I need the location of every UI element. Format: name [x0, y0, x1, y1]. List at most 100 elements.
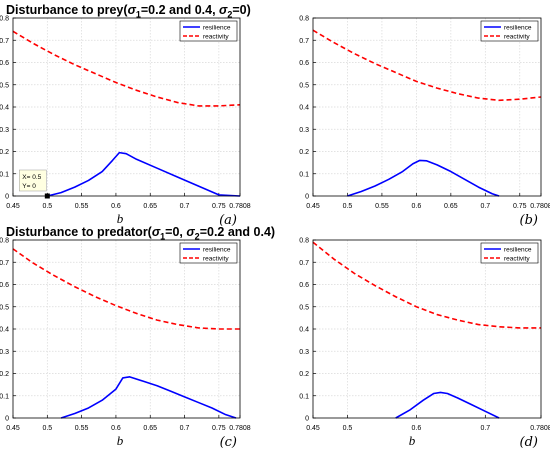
y-tick-label: 0.4 — [0, 327, 9, 334]
datatip-box — [19, 169, 47, 192]
x-tick-label: 0.5 — [42, 425, 52, 432]
y-tick-label: 0.7 — [0, 38, 9, 45]
series-line-reactivity — [312, 29, 542, 102]
legend-label-resilience: resilience — [203, 24, 231, 31]
legend-label-resilience: resilience — [203, 246, 231, 253]
datatip: X= 0.5 Y= 0 — [19, 169, 50, 199]
x-tick-label: 0.7808 — [229, 425, 251, 432]
x-tick-label: 0.5 — [343, 425, 353, 432]
y-tick-label: 0.8 — [0, 238, 9, 245]
legend-box — [480, 20, 539, 42]
y-tick-label: 0.1 — [299, 171, 309, 178]
y-tick-label: 0.1 — [0, 393, 9, 400]
y-tick-label: 0.2 — [299, 149, 309, 156]
datatip-marker — [44, 193, 50, 199]
x-tick-label: 0.75 — [212, 425, 226, 432]
legend-label-reactivity: reactivity — [504, 255, 530, 262]
series-line-resilience — [47, 151, 241, 197]
y-tick-label: 0 — [305, 416, 309, 423]
x-tick-label: 0.7 — [180, 425, 190, 432]
panel-a-heading: Disturbance to prey(σ1=0.2 and 0.4, σ2=0… — [6, 3, 251, 20]
axes-box — [12, 239, 241, 419]
x-tick-label: 0.45 — [306, 425, 320, 432]
series-line-resilience — [395, 391, 500, 419]
legend-label-reactivity: reactivity — [504, 33, 530, 40]
legend: resilience reactivity — [179, 20, 238, 42]
y-tick-label: 0.4 — [299, 327, 309, 334]
legend-box — [480, 242, 539, 264]
panel-c-heading: Disturbance to predator(σ1=0, σ2=0.2 and… — [6, 225, 276, 242]
legend-box — [179, 242, 238, 264]
y-tick-label: 0.3 — [299, 349, 309, 356]
legend-label-reactivity: reactivity — [203, 33, 229, 40]
x-tick-label: 0.65 — [444, 203, 458, 210]
y-tick-label: 0.5 — [299, 82, 309, 89]
x-tick-label: 0.65 — [143, 203, 157, 210]
series-line-resilience — [60, 376, 237, 419]
panel-c: 0 0.1 0.2 0.3 0.4 0.5 0.6 0.7 0.8 0.45 0.5 0.55 0.6 0… — [0, 238, 251, 451]
y-tick-label: 0.5 — [0, 82, 9, 89]
y-tick-label: 0.6 — [0, 282, 9, 289]
x-tick-label: 0.45 — [306, 203, 320, 210]
panel-d: 0 0.1 0.2 0.3 0.4 0.5 0.6 0.7 0.8 0.45 0.5 0.6 0.7 0.… — [299, 238, 550, 451]
x-axis-label: b — [117, 433, 124, 448]
legend: resilience reactivity — [480, 20, 539, 42]
y-tick-label: 0.7 — [299, 38, 309, 45]
panel-a: 0 0.1 0.2 0.3 0.4 0.5 0.6 0.7 0.8 0.45 0.5 0.55 0.6 0… — [0, 16, 251, 229]
x-tick-label: 0.55 — [75, 425, 89, 432]
x-tick-label: 0.55 — [375, 203, 389, 210]
y-tick-label: 0 — [5, 194, 9, 201]
x-tick-label: 0.7808 — [530, 425, 550, 432]
y-tick-label: 0.1 — [0, 171, 9, 178]
x-tick-label: 0.6 — [111, 425, 121, 432]
x-tick-label: 0.5 — [42, 203, 52, 210]
x-tick-label: 0.7 — [480, 425, 490, 432]
y-tick-label: 0.8 — [299, 16, 309, 23]
y-tick-label: 0.7 — [299, 260, 309, 267]
x-tick-label: 0.7808 — [229, 203, 251, 210]
legend-label-resilience: resilience — [504, 246, 532, 253]
datatip-text: Y= 0 — [22, 183, 36, 190]
x-tick-label: 0.45 — [6, 425, 20, 432]
y-tick-label: 0.8 — [299, 238, 309, 245]
y-tick-label: 0.3 — [0, 127, 9, 134]
y-tick-label: 0.4 — [0, 105, 9, 112]
x-tick-label: 0.6 — [111, 203, 121, 210]
y-tick-label: 0.1 — [299, 393, 309, 400]
x-tick-label: 0.45 — [6, 203, 20, 210]
y-tick-label: 0.6 — [299, 282, 309, 289]
axes-box — [12, 17, 241, 197]
y-tick-label: 0.4 — [299, 105, 309, 112]
series-line-resilience — [347, 159, 500, 197]
x-tick-label: 0.75 — [513, 203, 527, 210]
y-tick-label: 0.2 — [299, 371, 309, 378]
y-tick-label: 0.8 — [0, 16, 9, 23]
y-tick-label: 0.5 — [0, 304, 9, 311]
x-tick-label: 0.75 — [212, 203, 226, 210]
panel-label: (c) — [220, 435, 237, 450]
panel-label: (b) — [520, 213, 538, 228]
x-tick-label: 0.55 — [75, 203, 89, 210]
y-tick-label: 0.2 — [0, 371, 9, 378]
x-tick-label: 0.7 — [180, 203, 190, 210]
panel-b: 0 0.1 0.2 0.3 0.4 0.5 0.6 0.7 0.8 0.45 0.5 0.55 0.6 0… — [299, 16, 550, 229]
series-line-reactivity — [312, 241, 541, 329]
legend-box — [179, 20, 238, 42]
x-tick-label: 0.7808 — [530, 203, 550, 210]
y-tick-label: 0 — [305, 194, 309, 201]
legend-label-reactivity: reactivity — [203, 255, 229, 262]
legend: resilience reactivity — [480, 242, 539, 264]
x-tick-label: 0.7 — [480, 203, 490, 210]
x-tick-label: 0.65 — [143, 425, 157, 432]
y-tick-label: 0.5 — [299, 304, 309, 311]
y-tick-label: 0.7 — [0, 260, 9, 267]
y-tick-label: 0.3 — [299, 127, 309, 134]
series-line-reactivity — [12, 30, 241, 107]
x-tick-label: 0.6 — [412, 203, 422, 210]
axes-box — [312, 17, 542, 197]
x-axis-label: b — [117, 211, 124, 226]
datatip-text: X= 0.5 — [22, 174, 41, 181]
x-axis-label: b — [409, 433, 416, 448]
y-tick-label: 0.3 — [0, 349, 9, 356]
